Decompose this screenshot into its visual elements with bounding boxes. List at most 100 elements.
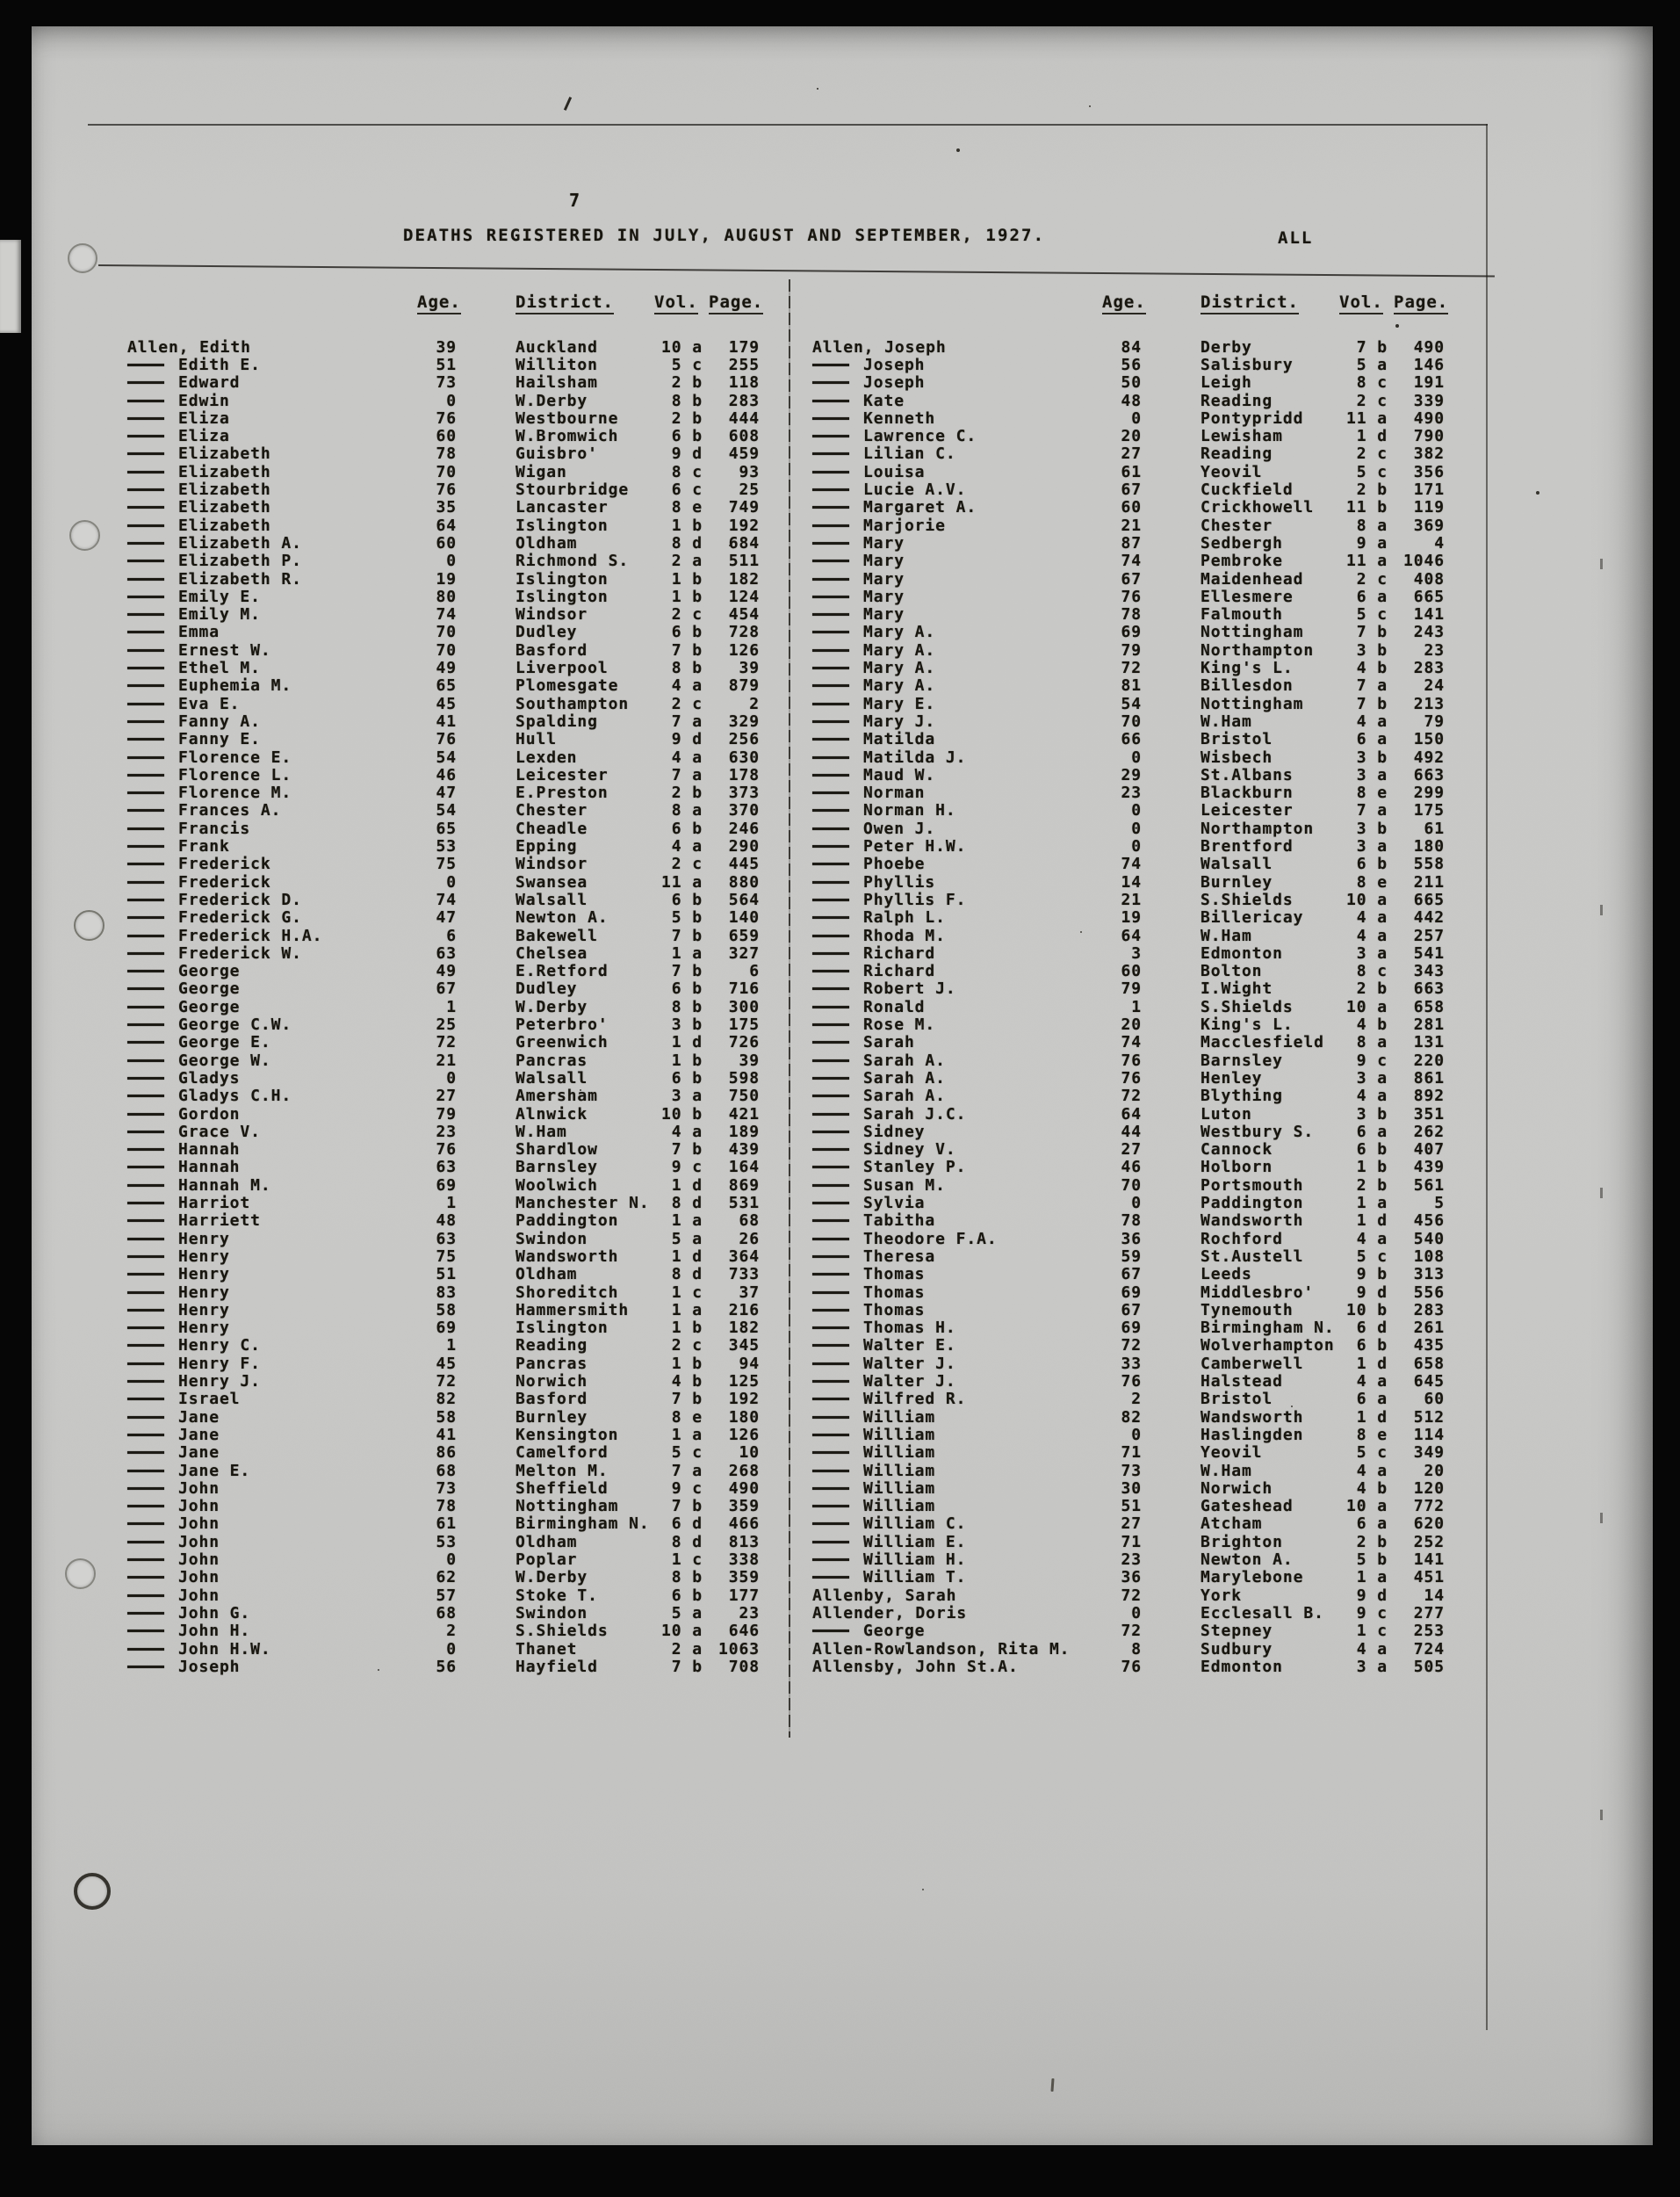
name-cell: Edward bbox=[127, 373, 391, 392]
vol-cell: 8 d bbox=[671, 1194, 703, 1213]
table-row: George 72 Stepney 1 c 253 bbox=[812, 1622, 1448, 1640]
vol-cell: 7 a bbox=[1356, 676, 1388, 696]
vol-cell: 2 b bbox=[1356, 1175, 1388, 1195]
vol-cell: 5 c bbox=[1356, 462, 1388, 481]
name-cell: Phyllis F. bbox=[812, 891, 1076, 909]
district-cell: Edmonton bbox=[1201, 1657, 1283, 1676]
page-cell: 373 bbox=[728, 784, 760, 803]
district-cell: Lancaster bbox=[516, 498, 609, 517]
vol-cell: 6 c bbox=[671, 481, 703, 500]
age-cell: 46 bbox=[1121, 1158, 1142, 1177]
age-cell: 73 bbox=[436, 1478, 457, 1498]
table-row: Allen, Edith 39 Auckland 10 a 179 bbox=[127, 338, 763, 357]
age-cell: 76 bbox=[1121, 1068, 1142, 1088]
age-cell: 74 bbox=[1121, 855, 1142, 874]
paper-tab bbox=[0, 240, 21, 333]
district-cell: Norwich bbox=[516, 1372, 588, 1391]
name-cell: Ethel M. bbox=[127, 659, 391, 677]
age-cell: 67 bbox=[1121, 569, 1142, 589]
vol-cell: 8 a bbox=[671, 801, 703, 820]
vol-cell: 3 a bbox=[1356, 1657, 1388, 1676]
vol-cell: 8 c bbox=[671, 462, 703, 481]
page-cell: 716 bbox=[728, 979, 760, 999]
age-cell: 78 bbox=[436, 1497, 457, 1516]
age-cell: 19 bbox=[436, 569, 457, 589]
ditto-mark bbox=[812, 613, 849, 617]
table-row: Maud W. 29 St.Albans 3 a 663 bbox=[812, 766, 1448, 784]
age-cell: 74 bbox=[436, 890, 457, 909]
age-cell: 70 bbox=[1121, 1175, 1142, 1195]
district-cell: W.Derby bbox=[516, 1568, 588, 1587]
vol-cell: 7 b bbox=[671, 1140, 703, 1160]
name-cell: Henry bbox=[127, 1265, 391, 1283]
table-row: Hannah 63 Barnsley 9 c 164 bbox=[127, 1158, 763, 1176]
district-cell: Pancras bbox=[516, 1051, 588, 1070]
table-row: Hannah 76 Shardlow 7 b 439 bbox=[127, 1140, 763, 1160]
name-cell: Margaret A. bbox=[812, 498, 1076, 517]
ditto-mark bbox=[812, 1237, 849, 1240]
name-cell: Eva E. bbox=[127, 695, 391, 713]
page-cell: 444 bbox=[728, 408, 760, 428]
page-cell: 146 bbox=[1413, 355, 1445, 374]
ditto-mark bbox=[127, 1558, 164, 1562]
name-cell: John bbox=[127, 1514, 391, 1533]
ditto-mark bbox=[127, 1594, 164, 1597]
name-cell: Emily E. bbox=[127, 588, 391, 606]
page-cell: 14 bbox=[1424, 1586, 1445, 1605]
table-row: Stanley P. 46 Holborn 1 b 439 bbox=[812, 1158, 1448, 1177]
age-cell: 62 bbox=[436, 1568, 457, 1587]
age-cell: 82 bbox=[436, 1390, 457, 1409]
name-cell: Norman bbox=[812, 784, 1076, 802]
name-cell: Owen J. bbox=[812, 820, 1076, 838]
table-row: William 0 Haslingden 8 e 114 bbox=[812, 1426, 1448, 1444]
page-cell: 329 bbox=[728, 712, 760, 731]
ditto-mark bbox=[127, 791, 164, 795]
ditto-mark bbox=[812, 755, 849, 759]
ditto-mark bbox=[812, 1326, 849, 1330]
page-cell: 790 bbox=[1413, 427, 1445, 446]
age-cell: 0 bbox=[1131, 748, 1142, 767]
ditto-mark bbox=[812, 595, 849, 598]
table-row: Thomas 69 Middlesbro' 9 d 556 bbox=[812, 1283, 1448, 1302]
table-row: John 78 Nottingham 7 b 359 bbox=[127, 1497, 763, 1516]
vol-cell: 10 a bbox=[1346, 890, 1388, 909]
age-cell: 0 bbox=[446, 1068, 457, 1088]
ditto-mark bbox=[127, 951, 164, 955]
ditto-mark bbox=[812, 1023, 849, 1027]
page-cell: 253 bbox=[1413, 1622, 1445, 1641]
page-cell: 252 bbox=[1413, 1532, 1445, 1551]
table-row: Gladys 0 Walsall 6 b 598 bbox=[127, 1068, 763, 1088]
district-cell: Guisbro' bbox=[516, 444, 598, 464]
table-row: Henry 58 Hammersmith 1 a 216 bbox=[127, 1301, 763, 1319]
age-cell: 33 bbox=[1121, 1354, 1142, 1373]
table-row: Allenby, Sarah 72 York 9 d 14 bbox=[812, 1586, 1448, 1605]
page-cell: 261 bbox=[1413, 1319, 1445, 1338]
age-cell: 75 bbox=[436, 1247, 457, 1266]
district-cell: Basford bbox=[516, 1390, 588, 1409]
table-row: Lawrence C. 20 Lewisham 1 d 790 bbox=[812, 427, 1448, 446]
district-cell: Bakewell bbox=[516, 926, 598, 945]
table-row: Sylvia 0 Paddington 1 a 5 bbox=[812, 1194, 1448, 1212]
district-cell: Southampton bbox=[516, 694, 630, 713]
district-cell: S.Shields bbox=[1201, 890, 1294, 909]
name-cell: George bbox=[812, 1622, 1076, 1640]
name-cell: Ralph L. bbox=[812, 908, 1076, 927]
vol-cell: 7 a bbox=[671, 765, 703, 784]
age-cell: 35 bbox=[436, 498, 457, 517]
district-cell: Plomesgate bbox=[516, 676, 619, 696]
vol-cell: 10 a bbox=[1346, 1497, 1388, 1516]
ditto-mark bbox=[127, 1451, 164, 1455]
district-cell: Sedbergh bbox=[1201, 533, 1283, 553]
name-cell: Maud W. bbox=[812, 766, 1076, 784]
district-cell: Swindon bbox=[516, 1603, 588, 1622]
vol-cell: 5 b bbox=[671, 908, 703, 928]
vol-cell: 6 b bbox=[671, 1068, 703, 1088]
vol-cell: 2 c bbox=[1356, 391, 1388, 410]
age-cell: 41 bbox=[436, 1425, 457, 1444]
ruled-top-border bbox=[88, 124, 1488, 126]
ruled-right-border bbox=[1486, 124, 1488, 2030]
age-cell: 36 bbox=[1121, 1568, 1142, 1587]
page-cell: 869 bbox=[728, 1175, 760, 1195]
table-row: Ethel M. 49 Liverpool 8 b 39 bbox=[127, 659, 763, 677]
vol-cell: 3 b bbox=[1356, 1104, 1388, 1124]
